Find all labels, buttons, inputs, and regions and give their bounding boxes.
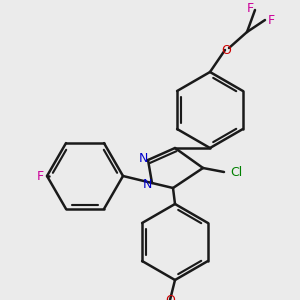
Text: N: N [138, 152, 148, 166]
Text: N: N [142, 178, 152, 191]
Text: Cl: Cl [230, 166, 242, 178]
Text: O: O [221, 44, 231, 56]
Text: F: F [268, 14, 275, 26]
Text: O: O [165, 293, 175, 300]
Text: F: F [37, 169, 44, 182]
Text: F: F [247, 2, 254, 16]
